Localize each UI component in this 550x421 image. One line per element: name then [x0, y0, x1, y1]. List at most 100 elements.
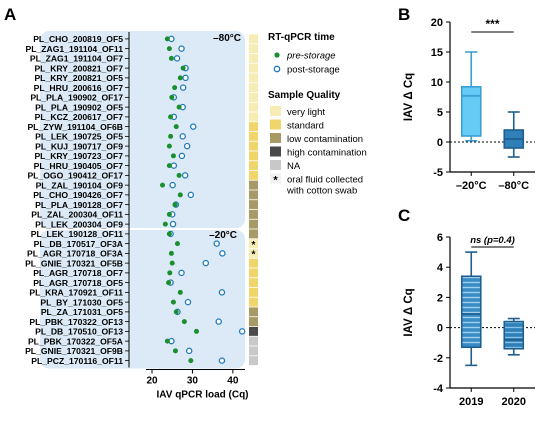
legend-quality-label: very light: [287, 107, 325, 118]
row-label: PL_LEK_190128_OF11: [31, 229, 123, 239]
panel-letter-c: C: [398, 206, 410, 225]
post-storage-point: [189, 123, 197, 130]
row-label: PL_DB_170517_OF3A: [34, 239, 123, 249]
post-storage-point: [169, 181, 176, 189]
y-tick-label: -5: [433, 167, 443, 179]
row-label: PL_ZYW_191104_OF6B: [27, 122, 123, 132]
pre-storage-point: [181, 319, 187, 325]
post-storage-point: [219, 250, 226, 257]
pre-storage-point: [164, 338, 170, 344]
pre-storage-point: [177, 192, 183, 198]
a-x-tick-label: 20: [146, 376, 158, 387]
row-label: PL_KRY_200821_OF7: [34, 63, 123, 73]
row-label: PL_KCZ_200617_OF7: [35, 112, 124, 122]
quality-cell: [249, 170, 258, 180]
quality-cell: [249, 73, 258, 83]
y-tick-label: 10: [431, 77, 443, 89]
legend-quality-label: with cotton swab: [286, 186, 357, 197]
row-label: PL_KRY_200821_OF5: [34, 73, 123, 83]
post-storage-point: [178, 45, 185, 52]
quality-cell: [249, 336, 258, 346]
y-tick-label: 0: [437, 137, 443, 149]
x-tick-label: –20°C: [456, 180, 487, 192]
quality-cell: [249, 219, 258, 229]
pre-storage-point: [172, 202, 178, 208]
post-storage-point: [182, 74, 189, 82]
pre-storage-point: [173, 124, 179, 130]
row-label: PL_PLA_190128_OF7: [35, 200, 123, 210]
quality-cell: [249, 356, 258, 366]
pre-storage-point: [188, 358, 194, 364]
y-tick-label: 6: [437, 232, 443, 244]
row-label: PL_CHO_190426_OF7: [33, 190, 123, 200]
quality-cell: [249, 141, 258, 151]
pre-storage-point: [160, 182, 166, 188]
post-storage-point: [178, 269, 185, 277]
x-tick-label: –80°C: [498, 180, 529, 192]
quality-cell: [249, 278, 258, 288]
quality-cell: [249, 92, 258, 102]
row-label: PL_AGR_170718_OF7: [33, 268, 123, 278]
legend-quality-label: NA: [287, 161, 301, 172]
pre-storage-point: [168, 114, 174, 120]
pre-storage-point: [164, 36, 170, 42]
y-tick-label: 0: [437, 323, 443, 335]
post-storage-point: [170, 162, 178, 169]
significance-label: ***: [485, 17, 499, 31]
row-label: PL_ZAL_200304_OF11: [31, 210, 123, 220]
pre-storage-point: [176, 172, 182, 178]
panel-a: –80°C–20°CPL_CHO_200819_OF5PL_ZAG1_19110…: [25, 31, 258, 401]
y-tick-label: 4: [437, 262, 444, 274]
pre-storage-point: [169, 94, 175, 100]
pre-storage-point: [173, 309, 179, 315]
pre-storage-point: [167, 270, 173, 276]
legend-quality-swatch: [270, 119, 281, 130]
group-band-minus80: [40, 31, 245, 228]
row-label: PL_ZAG1_191104_OF11: [26, 44, 124, 54]
quality-cell: [249, 297, 258, 307]
legend-quality-label: low contamination: [287, 134, 363, 145]
post-storage-point: [173, 55, 181, 62]
post-storage-point: [178, 152, 186, 160]
pre-storage-point: [174, 241, 180, 247]
post-storage-point: [184, 298, 192, 306]
box: [460, 86, 482, 137]
a-x-axis-label: IAV qPCR load (Cq): [156, 390, 248, 401]
legend-quality-label: high contamination: [287, 148, 367, 159]
post-storage-point: [202, 259, 210, 267]
pre-storage-point: [169, 260, 175, 266]
y-tick-label: 15: [431, 47, 443, 59]
legend-quality-swatch: [270, 160, 281, 170]
legend-post-marker: [273, 65, 281, 73]
pre-storage-point: [166, 143, 172, 149]
post-storage-point: [218, 357, 226, 364]
panel-b: -5 0 5 10 15 20 IAV Δ Cq –20°C –80°C ***: [403, 17, 535, 192]
quality-cell: [249, 258, 258, 268]
panel-letter-a: A: [4, 5, 16, 24]
quality-cell: [249, 63, 258, 73]
legend-quality-swatch: [270, 146, 281, 157]
quality-cell: [249, 307, 258, 317]
pre-storage-point: [166, 280, 172, 286]
row-label: PL_LEK_190725_OF5: [35, 132, 123, 142]
pre-storage-point: [176, 104, 182, 110]
legend-quality-label: standard: [287, 121, 324, 132]
significance-label: ns (p=0.4): [470, 235, 515, 246]
row-label: PL_HRU_200616_OF7: [34, 83, 124, 93]
y-tick-label: -2: [433, 353, 443, 365]
box: [503, 320, 525, 350]
row-label: PL_PBK_170322_OF13: [29, 317, 123, 327]
row-label: PL_GNIE_170321_OF5B: [25, 258, 123, 268]
row-label: PL_PLA_190902_OF17: [30, 93, 123, 103]
swab-marker: *: [252, 240, 256, 251]
legend-title-quality: Sample Quality: [268, 90, 341, 101]
box: [460, 275, 482, 349]
row-label: PL_PCZ_170116_OF11: [31, 356, 123, 366]
post-storage-point: [169, 220, 177, 228]
post-storage-point: [181, 172, 189, 179]
post-storage-point: [179, 84, 187, 91]
legend-swab-box: [270, 173, 281, 184]
legend-quality-label: oral fluid collected: [287, 175, 363, 186]
quality-cell: [249, 326, 258, 336]
legend-swab-marker: *: [273, 175, 278, 187]
